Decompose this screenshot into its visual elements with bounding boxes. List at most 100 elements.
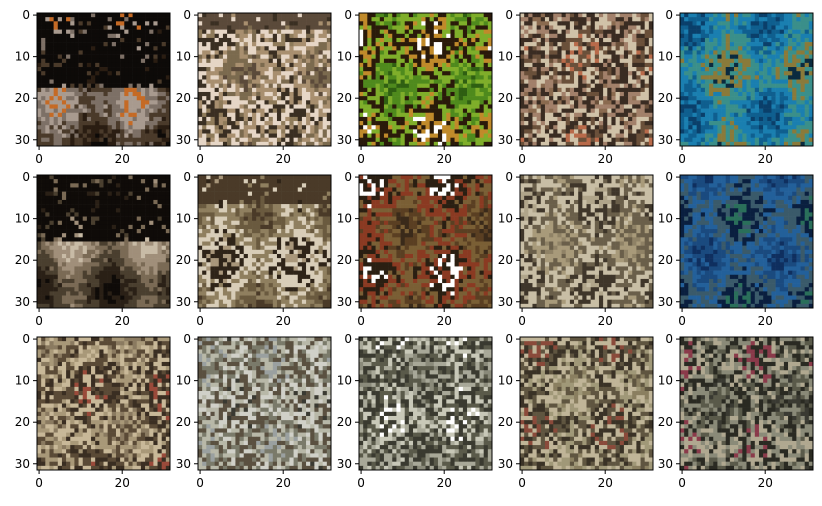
x-tick-label: 0 (35, 152, 43, 166)
x-tick-label: 0 (35, 476, 43, 490)
x-tick-label: 20 (758, 314, 773, 328)
x-tick-label: 20 (437, 476, 452, 490)
x-tick-label: 0 (196, 314, 204, 328)
y-tick-label: 20 (15, 253, 30, 267)
y-tick-label: 0 (344, 170, 352, 184)
image-panel-r0-c2: 0 20 0 10 20 30 (337, 8, 493, 166)
image-panel-r2-c4: 0 20 0 10 20 30 (658, 332, 814, 490)
image-pixels (680, 175, 814, 309)
y-tick-label: 10 (337, 50, 352, 64)
y-tick-label: 20 (337, 91, 352, 105)
y-tick-label: 30 (337, 457, 352, 471)
y-tick-label: 0 (344, 8, 352, 22)
image-pixels (37, 13, 171, 147)
x-tick-label: 0 (518, 476, 526, 490)
y-tick-label: 20 (176, 415, 191, 429)
y-tick-label: 20 (337, 415, 352, 429)
y-tick-label: 30 (658, 457, 673, 471)
y-tick-label: 0 (505, 170, 513, 184)
y-tick-label: 30 (176, 295, 191, 309)
x-tick-label: 20 (276, 314, 291, 328)
x-tick-label: 20 (115, 476, 130, 490)
image-panel-r0-c1: 0 20 0 10 20 30 (176, 8, 332, 166)
y-tick-label: 10 (15, 374, 30, 388)
image-panel-r0-c3: 0 20 0 10 20 30 (498, 8, 654, 166)
x-tick-label: 20 (437, 152, 452, 166)
y-tick-label: 0 (505, 8, 513, 22)
y-tick-label: 10 (176, 50, 191, 64)
x-tick-label: 20 (276, 476, 291, 490)
y-tick-label: 10 (176, 374, 191, 388)
y-tick-label: 0 (22, 332, 30, 346)
image-panel-r0-c4: 0 20 0 10 20 30 (658, 8, 814, 166)
x-tick-label: 0 (196, 152, 204, 166)
y-tick-label: 30 (498, 295, 513, 309)
y-tick-label: 10 (15, 212, 30, 226)
y-tick-label: 30 (15, 133, 30, 147)
axes-frame (679, 336, 814, 471)
image-pixels (520, 337, 654, 471)
y-tick-label: 30 (498, 457, 513, 471)
image-panel-r1-c3: 0 20 0 10 20 30 (498, 170, 654, 328)
axes-frame (519, 174, 654, 309)
x-tick-label: 20 (276, 152, 291, 166)
image-pixels (520, 13, 654, 147)
axes-frame (679, 174, 814, 309)
image-pixels (359, 175, 493, 309)
y-tick-label: 10 (498, 50, 513, 64)
x-tick-label: 0 (35, 314, 43, 328)
image-pixels (359, 13, 493, 147)
image-panel-r2-c3: 0 20 0 10 20 30 (498, 332, 654, 490)
axes-frame (358, 336, 493, 471)
y-tick-label: 10 (658, 374, 673, 388)
x-tick-label: 0 (518, 152, 526, 166)
x-tick-label: 0 (357, 314, 365, 328)
image-panel-r0-c0: 0 20 0 10 20 30 (15, 8, 171, 166)
image-pixels (520, 175, 654, 309)
y-tick-label: 20 (658, 91, 673, 105)
image-pixels (198, 175, 332, 309)
y-tick-label: 30 (658, 133, 673, 147)
image-pixels (198, 13, 332, 147)
axes-frame (358, 174, 493, 309)
y-tick-label: 0 (22, 8, 30, 22)
y-tick-label: 10 (15, 50, 30, 64)
x-tick-label: 0 (196, 476, 204, 490)
y-tick-label: 30 (498, 133, 513, 147)
image-panel-r1-c0: 0 20 0 10 20 30 (15, 170, 171, 328)
y-tick-label: 10 (337, 212, 352, 226)
image-panel-r1-c4: 0 20 0 10 20 30 (658, 170, 814, 328)
x-tick-label: 0 (357, 152, 365, 166)
y-tick-label: 20 (498, 253, 513, 267)
y-tick-label: 0 (505, 332, 513, 346)
axes-frame (358, 12, 493, 147)
y-tick-label: 20 (176, 91, 191, 105)
y-tick-label: 20 (658, 415, 673, 429)
x-tick-label: 20 (598, 152, 613, 166)
y-tick-label: 10 (498, 212, 513, 226)
axes-frame (519, 336, 654, 471)
axes-frame (36, 12, 171, 147)
y-tick-label: 0 (665, 8, 673, 22)
y-tick-label: 0 (665, 170, 673, 184)
axes-frame (197, 336, 332, 471)
axes-frame (36, 174, 171, 309)
y-tick-label: 30 (658, 295, 673, 309)
axes-frame (679, 12, 814, 147)
image-panel-r1-c1: 0 20 0 10 20 30 (176, 170, 332, 328)
x-tick-label: 20 (758, 476, 773, 490)
image-panel-r1-c2: 0 20 0 10 20 30 (337, 170, 493, 328)
x-tick-label: 20 (598, 476, 613, 490)
x-tick-label: 20 (758, 152, 773, 166)
y-tick-label: 20 (15, 415, 30, 429)
y-tick-label: 20 (337, 253, 352, 267)
x-tick-label: 20 (598, 314, 613, 328)
y-tick-label: 10 (658, 50, 673, 64)
y-tick-label: 30 (15, 457, 30, 471)
image-panel-r2-c2: 0 20 0 10 20 30 (337, 332, 493, 490)
image-pixels (37, 337, 171, 471)
image-panel-r2-c0: 0 20 0 10 20 30 (15, 332, 171, 490)
y-tick-label: 10 (658, 212, 673, 226)
y-tick-label: 30 (15, 295, 30, 309)
